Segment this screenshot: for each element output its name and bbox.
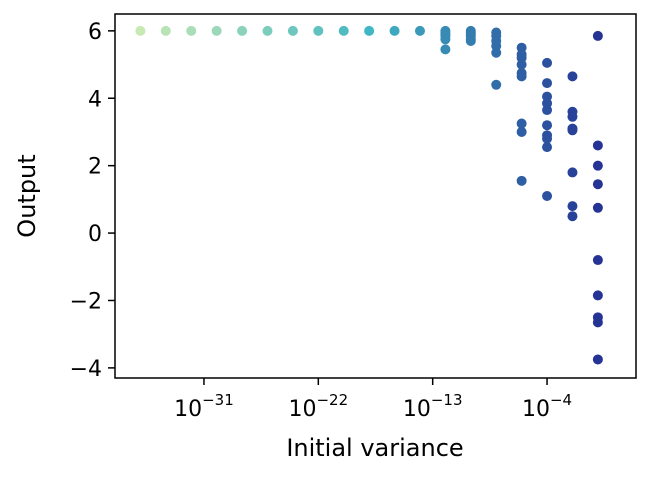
data-point [440, 34, 451, 45]
data-point [491, 47, 502, 58]
data-point [592, 30, 603, 41]
data-point [440, 44, 451, 55]
y-tick-label: −2 [70, 289, 102, 314]
y-tick-label: −4 [70, 357, 102, 382]
data-point [516, 126, 527, 137]
data-point [491, 79, 502, 90]
x-tick-label: 10−31 [174, 391, 234, 422]
data-point [364, 25, 375, 36]
data-point [592, 317, 603, 328]
data-point [542, 57, 553, 68]
data-point [313, 25, 324, 36]
data-point [389, 25, 400, 36]
x-tick-label: 10−4 [522, 391, 572, 422]
data-point [592, 290, 603, 301]
data-point [592, 160, 603, 171]
data-point [542, 78, 553, 89]
data-point [414, 25, 425, 36]
data-point [135, 25, 146, 36]
y-tick-label: 0 [88, 222, 102, 247]
data-point [211, 25, 222, 36]
data-point [592, 255, 603, 266]
y-axis-ticks: 6 4 2 0 −2 −4 [70, 20, 115, 382]
y-tick-label: 2 [88, 155, 102, 180]
data-point [287, 25, 298, 36]
plot-frame [114, 13, 637, 379]
data-point [237, 25, 248, 36]
data-point [592, 179, 603, 190]
data-point [542, 142, 553, 153]
data-point [262, 25, 273, 36]
data-point [567, 111, 578, 122]
x-axis-ticks: 10−31 10−22 10−13 10−4 [174, 378, 572, 422]
data-point [516, 118, 527, 129]
data-point [516, 59, 527, 70]
points-layer [135, 25, 603, 365]
data-point [567, 201, 578, 212]
data-point [160, 25, 171, 36]
x-tick-label: 10−22 [288, 391, 348, 422]
data-point [542, 191, 553, 201]
data-point [542, 105, 553, 116]
data-point [567, 167, 578, 178]
y-tick-label: 6 [88, 20, 102, 45]
data-point [338, 25, 349, 36]
data-point [542, 120, 553, 131]
x-axis-label: Initial variance [286, 434, 463, 462]
data-point [567, 211, 578, 222]
data-point [567, 125, 578, 136]
x-tick-label: 10−13 [403, 391, 463, 422]
data-point [516, 71, 527, 82]
data-point [516, 175, 527, 186]
data-point [592, 354, 603, 365]
data-point [186, 25, 197, 36]
y-tick-label: 4 [88, 87, 102, 112]
y-axis-label: Output [13, 154, 41, 237]
data-point [592, 140, 603, 151]
data-point [567, 71, 578, 82]
data-point [542, 133, 553, 144]
data-point [592, 202, 603, 213]
data-point [465, 35, 476, 46]
